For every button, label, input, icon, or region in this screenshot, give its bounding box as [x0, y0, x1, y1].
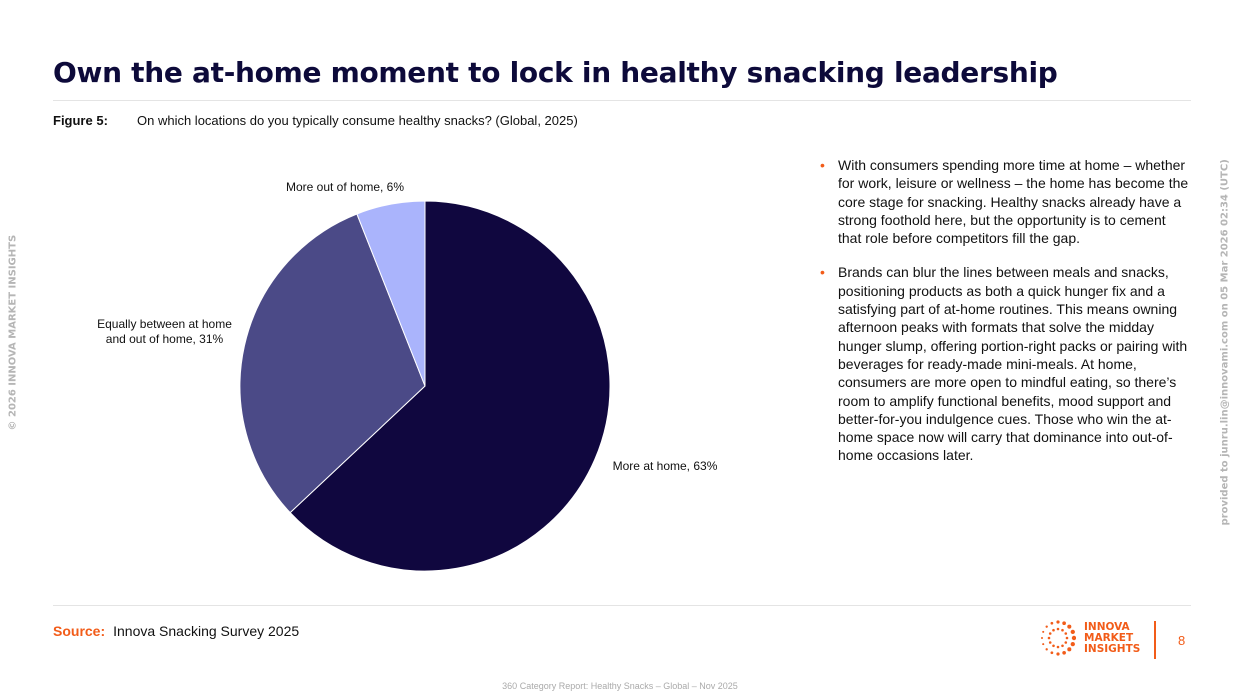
pie-slice-2	[356, 200, 426, 387]
figure-label: Figure 5:	[53, 113, 108, 128]
source-label: Source:	[53, 623, 106, 639]
page-title: Own the at-home moment to lock in health…	[53, 56, 1058, 89]
innova-logo: INNOVA MARKET INSIGHTS	[1040, 620, 1140, 656]
figure-caption: Figure 5: On which locations do you typic…	[53, 113, 578, 128]
logo-text: INSIGHTS	[1084, 642, 1141, 655]
pie-slice-1	[239, 213, 426, 514]
logo-text: MARKET	[1084, 631, 1134, 644]
page-number: 8	[1178, 633, 1186, 648]
slice-label-at-home: More at home, 63%	[612, 459, 718, 473]
footer: 360 Category Report: Healthy Snacks – Gl…	[502, 681, 738, 691]
slice-label-equally: Equally between at home and out of home,…	[97, 317, 232, 346]
logo-divider	[1154, 621, 1156, 659]
pie-slice-0	[289, 200, 611, 572]
divider	[53, 605, 1191, 606]
source: Source: Innova Snacking Survey 2025	[53, 623, 299, 639]
bullet: With consumers spending more time at hom…	[820, 156, 1190, 247]
insights-list: With consumers spending more time at hom…	[820, 156, 1190, 481]
source-text: Innova Snacking Survey 2025	[113, 623, 300, 639]
divider	[53, 100, 1191, 101]
slice-label-out-of-home: More out of home, 6%	[285, 180, 405, 194]
bullet: Brands can blur the lines between meals …	[820, 263, 1190, 464]
figure-text: On which locations do you typically cons…	[137, 113, 578, 128]
logo-dots-icon	[1041, 620, 1076, 656]
logo-text: INNOVA	[1084, 620, 1130, 633]
